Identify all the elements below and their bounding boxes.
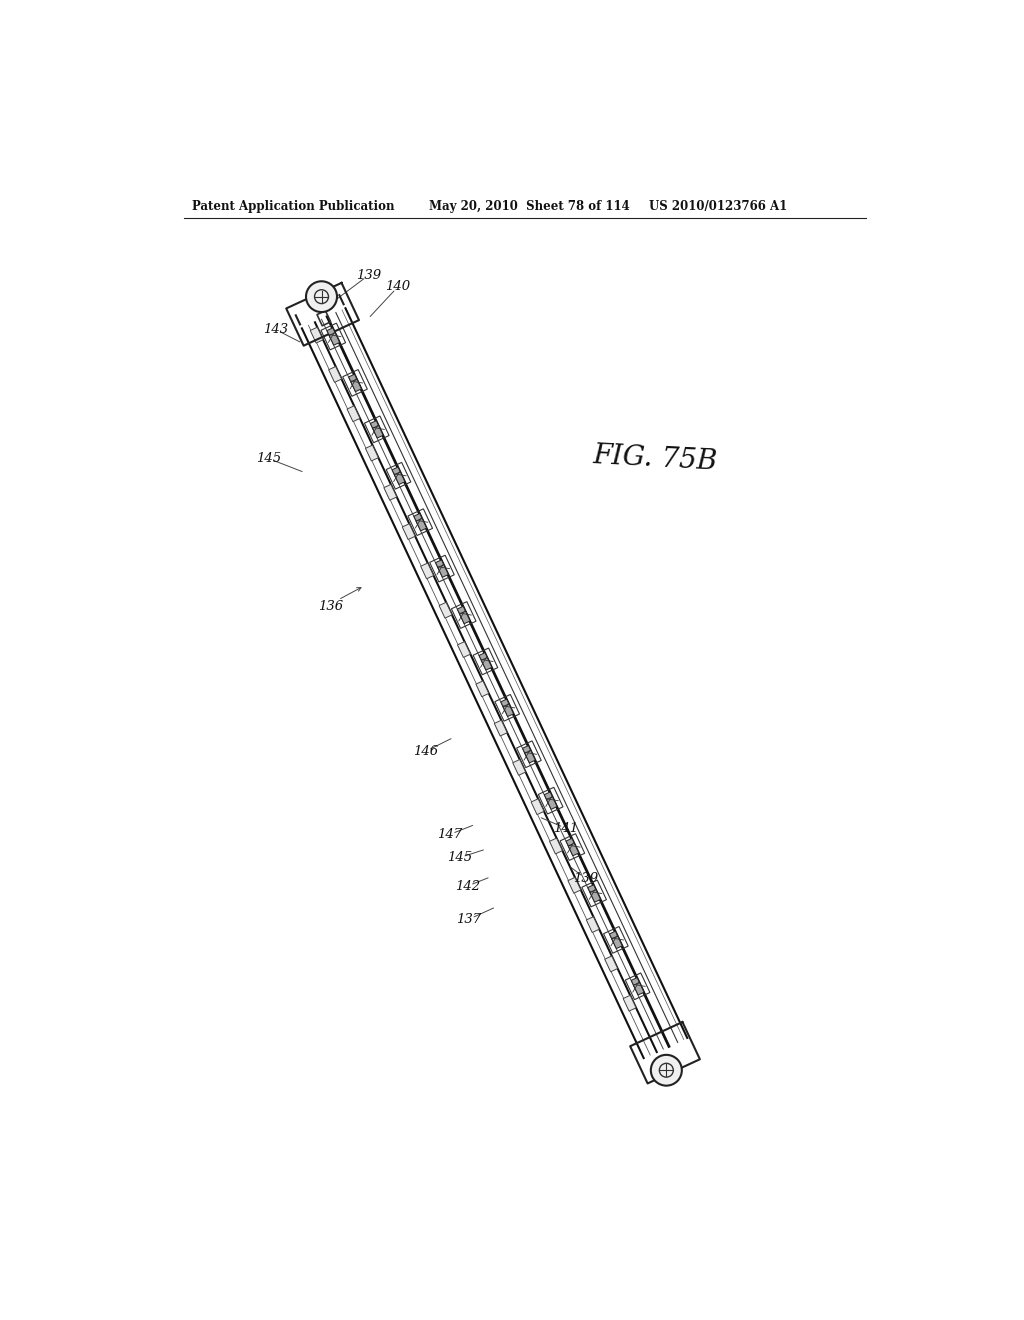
Text: 141: 141 — [553, 822, 579, 834]
Polygon shape — [522, 746, 534, 758]
Text: 145: 145 — [447, 851, 472, 865]
Text: 136: 136 — [318, 601, 344, 612]
Polygon shape — [458, 642, 470, 657]
Polygon shape — [402, 524, 415, 540]
Polygon shape — [568, 843, 579, 855]
Polygon shape — [421, 564, 433, 579]
Circle shape — [306, 281, 337, 312]
Polygon shape — [371, 421, 381, 433]
Polygon shape — [609, 931, 620, 944]
Polygon shape — [438, 565, 449, 577]
Polygon shape — [479, 652, 489, 665]
Polygon shape — [460, 611, 470, 623]
Polygon shape — [476, 681, 488, 697]
Text: 143: 143 — [263, 323, 288, 335]
Polygon shape — [501, 700, 511, 711]
Circle shape — [314, 289, 329, 304]
Polygon shape — [348, 375, 359, 387]
Polygon shape — [394, 473, 404, 484]
Text: 140: 140 — [385, 280, 411, 293]
Polygon shape — [384, 484, 396, 500]
Polygon shape — [525, 751, 536, 763]
Text: 142: 142 — [455, 879, 480, 892]
Text: 137: 137 — [457, 912, 481, 925]
Text: FIG. 75B: FIG. 75B — [592, 442, 718, 475]
Polygon shape — [414, 513, 424, 525]
Polygon shape — [587, 916, 599, 932]
Polygon shape — [611, 936, 623, 949]
Polygon shape — [590, 890, 600, 902]
Text: 139: 139 — [355, 269, 381, 282]
Polygon shape — [531, 799, 544, 814]
Circle shape — [651, 1055, 682, 1085]
Polygon shape — [605, 956, 617, 972]
Polygon shape — [634, 982, 644, 995]
Polygon shape — [435, 560, 446, 573]
Polygon shape — [392, 467, 402, 479]
Polygon shape — [327, 327, 337, 341]
Polygon shape — [545, 792, 555, 804]
Polygon shape — [329, 333, 340, 346]
Polygon shape — [439, 602, 452, 618]
Text: 147: 147 — [437, 828, 462, 841]
Polygon shape — [566, 838, 577, 851]
Polygon shape — [347, 405, 360, 421]
Polygon shape — [624, 995, 636, 1011]
Polygon shape — [550, 838, 562, 854]
Polygon shape — [568, 878, 581, 894]
Text: 139: 139 — [572, 871, 598, 884]
Text: Patent Application Publication: Patent Application Publication — [191, 199, 394, 213]
Polygon shape — [366, 445, 378, 461]
Text: US 2010/0123766 A1: US 2010/0123766 A1 — [649, 199, 787, 213]
Polygon shape — [458, 606, 468, 619]
Circle shape — [659, 1064, 674, 1077]
Text: 145: 145 — [256, 453, 282, 465]
Polygon shape — [588, 884, 598, 898]
Polygon shape — [310, 327, 324, 343]
Polygon shape — [373, 425, 383, 438]
Text: May 20, 2010  Sheet 78 of 114: May 20, 2010 Sheet 78 of 114 — [429, 199, 630, 213]
Polygon shape — [495, 721, 507, 737]
Polygon shape — [547, 797, 557, 809]
Polygon shape — [503, 704, 514, 717]
Polygon shape — [351, 379, 361, 392]
Text: 146: 146 — [413, 744, 438, 758]
Polygon shape — [631, 978, 642, 990]
Polygon shape — [513, 759, 525, 775]
Polygon shape — [481, 657, 492, 671]
Polygon shape — [416, 519, 427, 531]
Polygon shape — [329, 367, 342, 383]
